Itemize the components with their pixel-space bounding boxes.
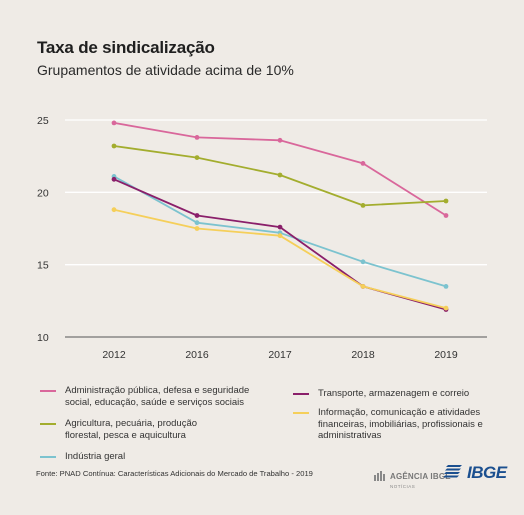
legend-label: Indústria geral: [65, 451, 126, 462]
line-chart: 10 15 20 25 2012 2016 2017 2018 2019: [37, 115, 487, 361]
legend-item-administracao: Administração pública, defesa e segurida…: [40, 385, 249, 408]
chart-title: Taxa de sindicalização: [37, 38, 215, 57]
legend-label: Transporte, armazenagem e correio: [318, 388, 470, 399]
data-point: [360, 259, 366, 265]
legend-label: Agricultura, pecuária, produção floresta…: [65, 418, 198, 441]
data-point: [443, 198, 449, 204]
data-point: [277, 233, 283, 239]
ibge-logo: IBGE: [443, 463, 507, 483]
x-tick-label: 2017: [268, 349, 292, 361]
x-tick-label: 2016: [185, 349, 209, 361]
data-point: [194, 213, 200, 218]
data-point: [277, 224, 283, 230]
y-tick-label: 20: [37, 187, 49, 199]
x-tick-label: 2018: [351, 349, 375, 361]
legend-label: Informação, comunicação e atividades fin…: [318, 407, 483, 441]
data-point: [194, 220, 200, 226]
data-point: [111, 120, 117, 126]
y-tick-label: 10: [37, 332, 49, 344]
agency-icon: [373, 469, 387, 487]
data-point: [111, 143, 117, 149]
ibge-wordmark: IBGE: [467, 463, 507, 482]
agency-subtitle: NOTÍCIAS: [390, 484, 416, 489]
ibge-stripes-icon: [443, 464, 464, 483]
legend-swatch: [40, 390, 56, 392]
y-tick-label: 25: [37, 115, 49, 127]
series-line: [113, 208, 447, 309]
legend-item-agricultura: Agricultura, pecuária, produção floresta…: [40, 418, 197, 441]
agency-name: AGÊNCIA IBGE: [390, 472, 451, 481]
legend-item-transporte: Transporte, armazenagem e correio: [293, 388, 469, 400]
source-note: Fonte: PNAD Contínua: Características Ad…: [36, 469, 313, 478]
y-tick-label: 15: [37, 260, 49, 272]
data-point: [360, 284, 366, 289]
series-line: [113, 178, 447, 311]
legend-swatch: [40, 456, 56, 458]
data-point: [360, 161, 366, 166]
data-point: [111, 176, 117, 182]
legend-label: Administração pública, defesa e segurida…: [65, 385, 250, 408]
x-tick-label: 2012: [102, 349, 126, 361]
data-point: [277, 137, 283, 143]
data-point: [277, 172, 283, 178]
x-tick-label: 2019: [434, 349, 458, 361]
legend-swatch: [40, 423, 56, 425]
data-point: [194, 135, 200, 140]
data-point: [443, 213, 449, 218]
data-point: [194, 155, 200, 161]
data-point: [443, 305, 449, 311]
data-point: [194, 226, 200, 231]
data-point: [111, 207, 117, 213]
legend-item-informacao: Informação, comunicação e atividades fin…: [293, 407, 483, 442]
chart-subtitle: Grupamentos de atividade acima de 10%: [37, 62, 294, 78]
agencia-ibge-logo: AGÊNCIA IBGE NOTÍCIAS: [373, 466, 451, 489]
legend-swatch: [293, 393, 309, 395]
legend-swatch: [293, 412, 309, 414]
legend-item-industria: Indústria geral: [40, 451, 125, 463]
data-point: [360, 203, 366, 208]
data-point: [443, 284, 449, 289]
